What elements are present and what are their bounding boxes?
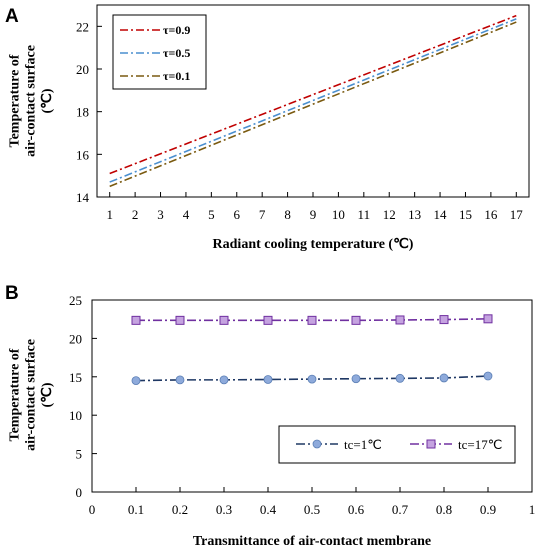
panel-a-y-tick-label: 16	[76, 147, 90, 162]
panel-a-x-tick-label: 14	[434, 207, 448, 222]
panel-a-x-tick-label: 6	[234, 207, 241, 222]
panel-b-x-tick-label: 0.7	[392, 502, 409, 517]
panel-b-x-ticks: 0 0.1 0.2 0.3 0.4 0.5 0.6 0.7 0.8 0.9 1	[89, 487, 536, 517]
panel-b-x-tick-label: 0	[89, 502, 96, 517]
panel-b-y-axis-title-line: air-contact surface	[24, 339, 39, 451]
panel-a-legend-label-1: τ=0.9	[163, 23, 190, 37]
panel-b-legend-swatch-marker-2	[426, 439, 436, 449]
panel-a-x-tick-label: 5	[208, 207, 215, 222]
panel-b-series-1-point	[439, 373, 449, 383]
panel-a-y-axis-title-line: (℃)	[40, 88, 55, 113]
panel-b: B 0 5 10 15 20 25 0 0.1 0.2 0.3 0.4 0.5 0.6 0.7 0.8 0.…	[5, 283, 535, 549]
panel-b-series-2-point	[395, 315, 405, 325]
panel-a-y-axis-title-line: air-contact surface	[24, 45, 39, 157]
panel-a-x-tick-label: 7	[259, 207, 266, 222]
panel-b-series-1-point	[131, 376, 141, 386]
panel-a-x-tick-label: 13	[408, 207, 421, 222]
panel-b-y-ticks: 0 5 10 15 20 25	[69, 293, 97, 500]
panel-a-x-tick-label: 16	[484, 207, 498, 222]
panel-a-y-tick-label: 14	[76, 190, 90, 205]
panel-b-series-1-point	[175, 375, 185, 385]
panel-a-series-line-1	[109, 14, 517, 175]
panel-a-y-tick-label: 22	[76, 19, 89, 34]
panel-b-legend-label-1: tc=1℃	[344, 437, 382, 452]
panel-b-y-tick-label: 25	[69, 293, 82, 308]
panel-a-letter: A	[5, 6, 19, 27]
panel-b-legend: tc=1℃ tc=17℃	[278, 425, 516, 464]
panel-b-x-tick-label: 0.5	[304, 502, 320, 517]
panel-a-series	[109, 14, 517, 188]
panel-a-series-line-3	[109, 21, 517, 188]
panel-a-y-tick-label: 18	[76, 105, 89, 120]
panel-b-series-1-point	[263, 375, 273, 384]
panel-b-x-axis-title: Transmittance of air-contact membrane	[193, 534, 431, 549]
panel-b-series-2-point	[439, 315, 449, 325]
panel-b-letter: B	[5, 283, 19, 304]
panel-b-series-2-point	[483, 314, 493, 324]
panel-b-y-axis-title-line: Temperature of	[8, 348, 23, 441]
panel-a-x-tick-label: 4	[183, 207, 190, 222]
panel-a-y-ticks: 14 16 18 20 22	[76, 19, 102, 205]
panel-b-y-axis-title: Temperature ofair-contact surface(℃)	[8, 339, 55, 451]
panel-b-legend-label-2: tc=17℃	[458, 437, 502, 452]
panel-a-series-line-2	[109, 18, 517, 183]
panel-b-series-2-point	[175, 315, 185, 325]
panel-b-series-1-point	[483, 371, 493, 381]
panel-a-legend: τ=0.9 τ=0.5 τ=0.1	[112, 14, 207, 90]
panel-a-x-tick-label: 17	[510, 207, 524, 222]
panel-b-x-tick-label: 0.4	[260, 502, 277, 517]
panel-b-x-tick-label: 1	[529, 502, 536, 517]
panel-b-legend-swatch-marker-1	[312, 439, 322, 449]
panel-a-y-axis-title: Temperature ofair-contact surface(℃)	[8, 45, 55, 157]
panel-b-y-tick-label: 5	[76, 447, 83, 462]
panel-a-x-tick-label: 11	[358, 207, 371, 222]
panel-b-legend-box	[278, 425, 516, 464]
panel-b-series	[131, 314, 493, 386]
panel-b-x-tick-label: 0.1	[128, 502, 144, 517]
panel-a-x-tick-label: 8	[284, 207, 291, 222]
panel-b-series-2-point	[219, 315, 229, 325]
panel-b-series-2-point	[307, 315, 317, 325]
panel-a-legend-label-3: τ=0.1	[163, 69, 190, 83]
panel-a-x-tick-label: 3	[157, 207, 164, 222]
panel-b-y-tick-label: 0	[76, 485, 83, 500]
panel-a-x-tick-label: 1	[106, 207, 113, 222]
panel-b-series-2-point	[263, 315, 273, 325]
panel-a-x-axis-title: Radiant cooling temperature (℃)	[213, 237, 414, 252]
panel-a-y-axis-title-line: Temperature of	[8, 54, 23, 147]
panel-b-series-1-point	[351, 374, 361, 384]
panel-b-series-2-point	[131, 315, 141, 325]
panel-b-y-tick-label: 15	[69, 370, 82, 385]
panel-b-x-tick-label: 0.2	[172, 502, 188, 517]
panel-b-x-tick-label: 0.8	[436, 502, 452, 517]
panel-a-legend-box	[112, 14, 207, 90]
panel-b-x-tick-label: 0.3	[216, 502, 232, 517]
panel-a-x-ticks: 1 2 3 4 5 6 7 8 9 10 11 12 13 14 15 16 17	[106, 192, 523, 222]
panel-b-series-1-point	[395, 373, 405, 383]
panel-b-series-1-point	[307, 374, 317, 384]
panel-b-y-axis-title-line: (℃)	[40, 382, 55, 407]
panel-b-x-tick-label: 0.6	[348, 502, 365, 517]
panel-a-x-tick-label: 15	[459, 207, 472, 222]
panel-a-x-tick-label: 2	[132, 207, 139, 222]
panel-a-x-tick-label: 9	[310, 207, 317, 222]
panel-b-series-1-point	[219, 375, 229, 385]
panel-a-x-tick-label: 12	[383, 207, 396, 222]
panel-b-y-tick-label: 10	[69, 408, 82, 423]
panel-a-y-tick-label: 20	[76, 62, 89, 77]
panel-a-legend-label-2: τ=0.5	[163, 46, 190, 60]
panel-b-x-tick-label: 0.9	[480, 502, 496, 517]
panel-b-y-tick-label: 20	[69, 331, 82, 346]
panel-a-x-tick-label: 10	[332, 207, 345, 222]
panel-b-series-2-point	[351, 315, 361, 325]
